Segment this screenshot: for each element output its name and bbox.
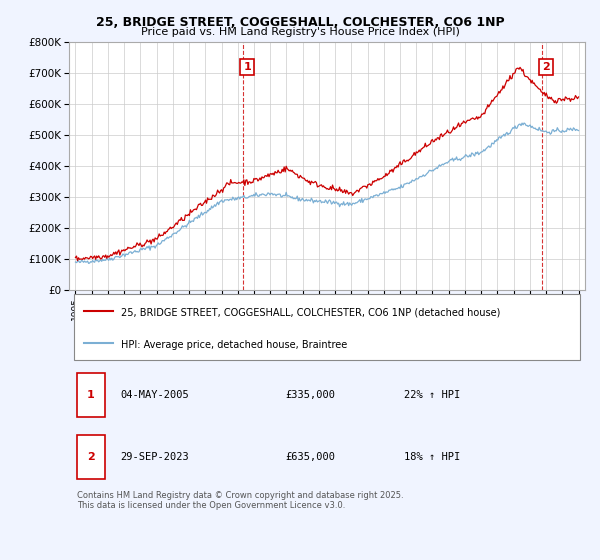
Text: 22% ↑ HPI: 22% ↑ HPI — [404, 390, 461, 400]
FancyBboxPatch shape — [74, 293, 580, 361]
Text: 1: 1 — [243, 62, 251, 72]
Text: £335,000: £335,000 — [286, 390, 336, 400]
Text: 25, BRIDGE STREET, COGGESHALL, COLCHESTER, CO6 1NP: 25, BRIDGE STREET, COGGESHALL, COLCHESTE… — [95, 16, 505, 29]
Text: Price paid vs. HM Land Registry's House Price Index (HPI): Price paid vs. HM Land Registry's House … — [140, 27, 460, 37]
FancyBboxPatch shape — [77, 435, 105, 479]
Text: HPI: Average price, detached house, Braintree: HPI: Average price, detached house, Brai… — [121, 340, 347, 350]
Text: Contains HM Land Registry data © Crown copyright and database right 2025.
This d: Contains HM Land Registry data © Crown c… — [77, 491, 403, 510]
Text: 04-MAY-2005: 04-MAY-2005 — [121, 390, 190, 400]
Text: 2: 2 — [87, 452, 95, 462]
Text: 1: 1 — [87, 390, 95, 400]
Text: 29-SEP-2023: 29-SEP-2023 — [121, 452, 190, 462]
Text: 2: 2 — [542, 62, 550, 72]
Text: £635,000: £635,000 — [286, 452, 336, 462]
FancyBboxPatch shape — [77, 374, 105, 417]
Text: 25, BRIDGE STREET, COGGESHALL, COLCHESTER, CO6 1NP (detached house): 25, BRIDGE STREET, COGGESHALL, COLCHESTE… — [121, 307, 500, 317]
Text: 18% ↑ HPI: 18% ↑ HPI — [404, 452, 461, 462]
